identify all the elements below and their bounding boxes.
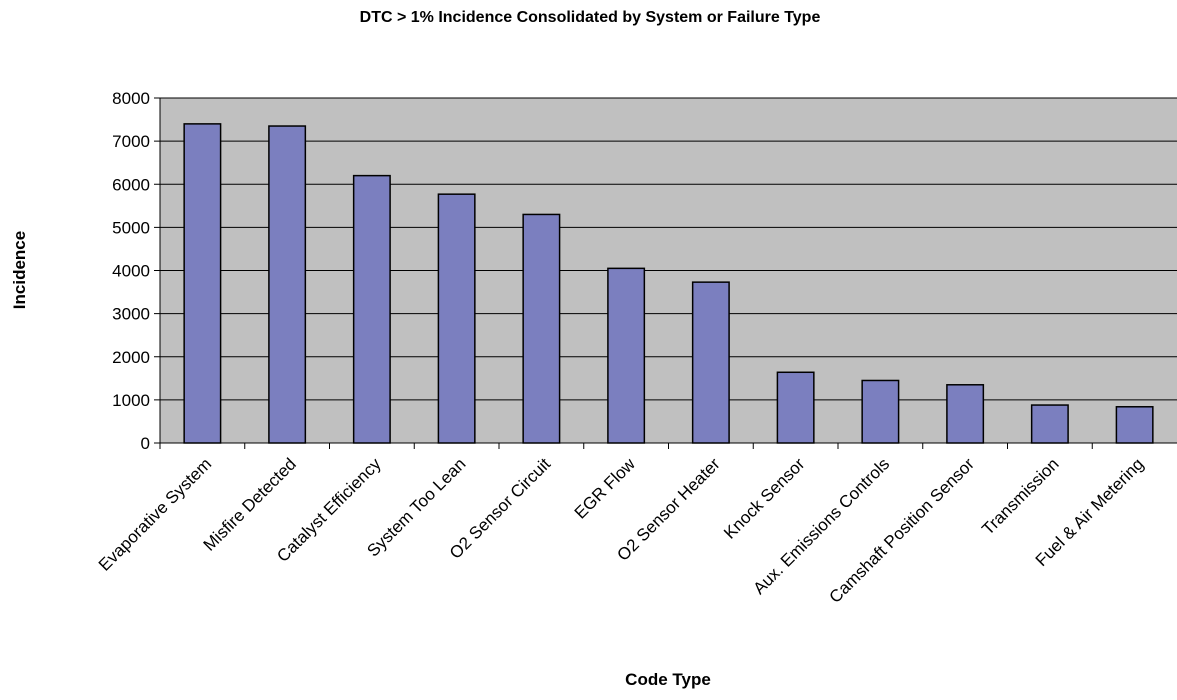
y-axis-label: Incidence: [10, 231, 29, 309]
y-tick-label: 6000: [112, 175, 150, 194]
bar: [268, 125, 307, 444]
gridlines: [160, 97, 1177, 401]
y-tick-label: 5000: [112, 218, 150, 237]
bar: [776, 371, 815, 444]
x-axis-label: Code Type: [625, 670, 711, 689]
bar: [522, 213, 561, 444]
bar: [1115, 406, 1154, 444]
x-tick-label: Transmission: [978, 454, 1062, 538]
y-tick-label: 3000: [112, 305, 150, 324]
x-tick-label: Camshaft Position Sensor: [826, 454, 979, 607]
bar: [437, 193, 476, 444]
y-tick-label: 1000: [112, 391, 150, 410]
y-tick-label: 4000: [112, 262, 150, 281]
bar: [691, 281, 730, 444]
x-tick-label: Aux. Emissions Controls: [749, 454, 893, 598]
bar: [946, 384, 985, 444]
y-tick-label: 2000: [112, 348, 150, 367]
bar: [1030, 404, 1069, 444]
axes: [154, 97, 1177, 449]
bar: [183, 123, 222, 444]
x-tick-label: EGR Flow: [571, 454, 640, 523]
y-tick-label: 7000: [112, 132, 150, 151]
x-tick-label: Evaporative System: [95, 454, 215, 574]
bar: [607, 267, 646, 444]
y-tick-label: 0: [141, 434, 150, 453]
bar: [352, 174, 391, 444]
bar: [861, 379, 900, 444]
x-tick-label: Knock Sensor: [720, 454, 809, 543]
y-tick-label: 8000: [112, 89, 150, 108]
bars: [183, 123, 1154, 444]
y-tick-labels: 0 1000 2000 3000 4000 5000 6000 7000 8000: [112, 89, 150, 453]
chart-title: DTC > 1% Incidence Consolidated by Syste…: [360, 9, 821, 26]
